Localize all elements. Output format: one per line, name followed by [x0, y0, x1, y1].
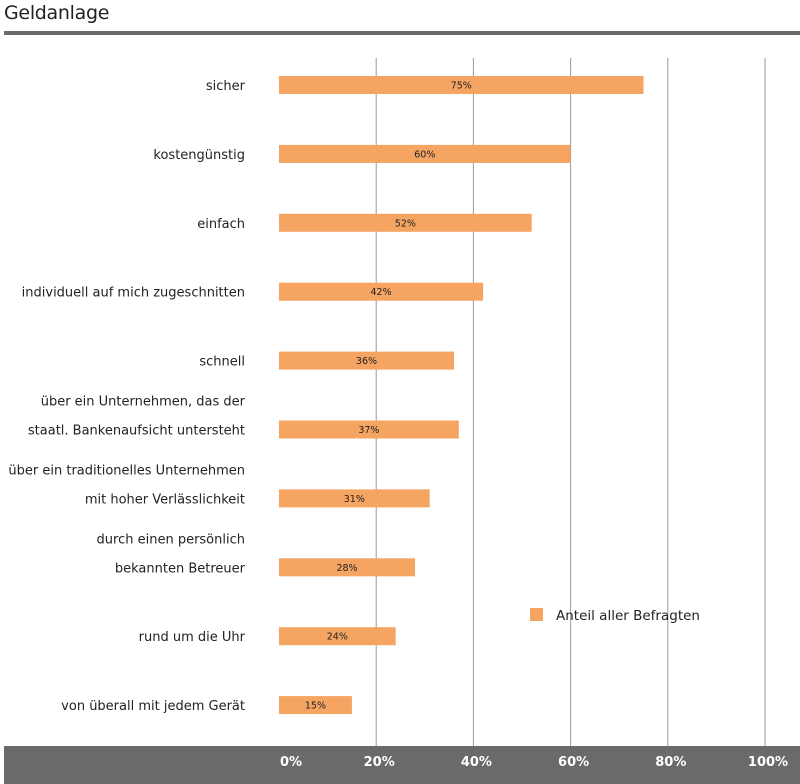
- data-label: 36%: [356, 356, 377, 367]
- category-label: bekannten Betreuer: [115, 561, 246, 576]
- category-label: individuell auf mich zugeschnitten: [22, 286, 245, 301]
- x-tick-label: 80%: [655, 755, 686, 770]
- data-label: 31%: [344, 494, 365, 505]
- bar: [279, 489, 430, 508]
- legend-label: Anteil aller Befragten: [556, 608, 700, 624]
- bar: [279, 282, 484, 301]
- data-label: 24%: [327, 632, 348, 643]
- x-tick-label: 100%: [748, 755, 788, 770]
- data-label: 60%: [414, 149, 435, 160]
- bar: [279, 76, 644, 94]
- bar: [279, 351, 454, 370]
- title-divider: [4, 31, 800, 35]
- data-label: 28%: [336, 563, 357, 574]
- category-label: staatl. Bankenaufsicht untersteht: [28, 424, 245, 439]
- bar: [279, 558, 416, 577]
- x-tick-label: 20%: [364, 755, 395, 770]
- category-label: schnell: [199, 355, 245, 370]
- x-tick-label: 60%: [558, 755, 589, 770]
- data-label: 42%: [370, 287, 391, 298]
- x-tick-label: 0%: [280, 755, 302, 770]
- data-label: 52%: [395, 218, 416, 229]
- bar: [279, 627, 396, 646]
- bar: [279, 420, 459, 439]
- category-label: mit hoher Verlässlichkeit: [85, 492, 245, 507]
- bar: [279, 696, 352, 715]
- data-label: 15%: [305, 701, 326, 712]
- bar: [279, 213, 532, 232]
- x-tick-label: 40%: [461, 755, 492, 770]
- data-label: 37%: [358, 425, 379, 436]
- category-label: über ein Unternehmen, das der: [41, 395, 246, 410]
- category-label: rund um die Uhr: [139, 630, 246, 645]
- legend-swatch: [530, 608, 543, 621]
- category-label: über ein traditionelles Unternehmen: [8, 463, 245, 478]
- category-label: durch einen persönlich: [97, 532, 245, 547]
- chart-title: Geldanlage: [4, 2, 110, 24]
- category-label: einfach: [197, 217, 245, 232]
- x-axis-band: [4, 746, 800, 784]
- category-label: sicher: [206, 79, 246, 94]
- bar: [279, 144, 571, 163]
- category-label: kostengünstig: [153, 148, 245, 163]
- category-label: von überall mit jedem Gerät: [61, 699, 245, 714]
- data-label: 75%: [451, 81, 472, 92]
